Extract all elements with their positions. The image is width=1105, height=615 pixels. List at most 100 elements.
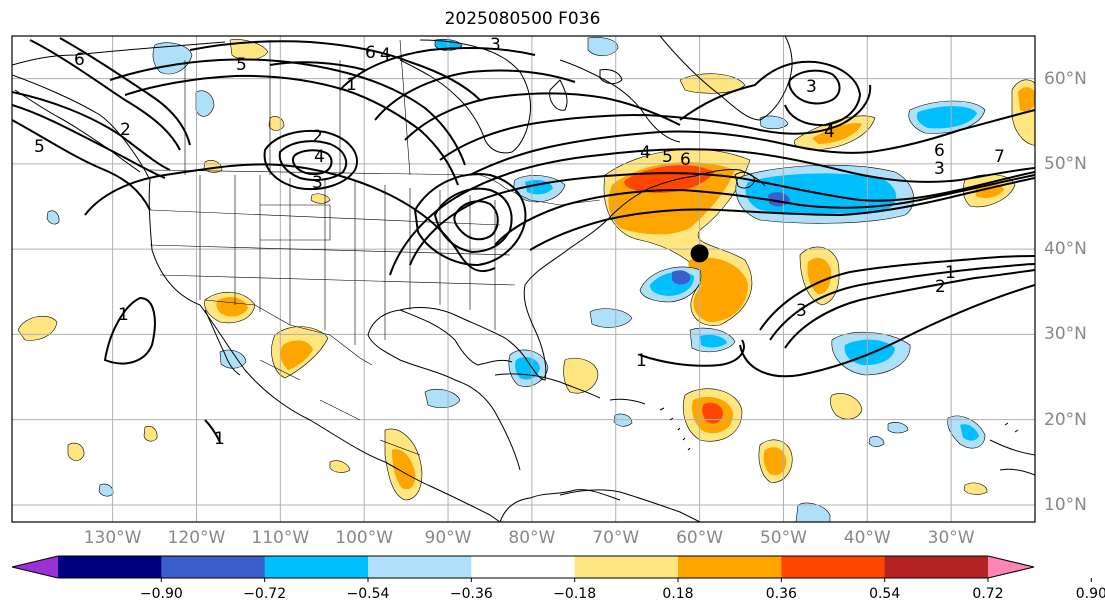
contour-line: [12, 119, 151, 211]
contour-line: [189, 40, 481, 101]
contour-line: [409, 171, 1035, 266]
shade-pos: [963, 482, 988, 495]
contour-line: [759, 255, 1035, 331]
contour-label: 2: [935, 277, 946, 297]
contour-line: [59, 37, 191, 146]
contour-label: 6: [680, 150, 691, 170]
shade-pos: [229, 39, 269, 61]
shade-neg: [589, 308, 633, 328]
colorbar-tick-label: −0.90: [139, 586, 183, 602]
colorbar-segment: [58, 556, 162, 578]
longitude-label: 130°W: [83, 528, 142, 548]
coastline-europe-africa: [989, 439, 1035, 476]
shade-neg: [795, 502, 831, 522]
longitude-label: 110°W: [251, 528, 310, 548]
shade-neg: [887, 422, 909, 434]
us-canada-border: [149, 169, 601, 206]
longitude-label: 60°W: [676, 528, 724, 548]
contour-line: [769, 263, 1035, 341]
shade-pos: [624, 165, 715, 193]
colorbar-tick-label: −0.54: [346, 586, 390, 602]
contour-line: [469, 109, 1035, 176]
coastline-north-america-west: [12, 74, 501, 522]
shade-pos: [392, 449, 416, 490]
shade-pos: [67, 442, 85, 461]
shade-pos: [812, 122, 862, 144]
longitude-label: 80°W: [508, 528, 556, 548]
colorbar-tick-label: 0.90: [1075, 586, 1105, 602]
colorbar-tick-label: 0.54: [869, 586, 901, 602]
contour-line: [263, 129, 358, 191]
colorbar-segment: [678, 556, 782, 578]
contour-line: [784, 269, 1035, 349]
shade-pos: [17, 315, 58, 341]
shade-pos: [702, 402, 724, 424]
contour-label: 1: [346, 75, 357, 95]
contour-line: [453, 200, 499, 241]
colorbar-outline: [11, 555, 1035, 579]
contour-label: 6: [365, 43, 376, 63]
shade-neg: [868, 436, 885, 447]
colorbar-tick-label: 0.72: [972, 586, 1004, 602]
longitude-label: 70°W: [592, 528, 640, 548]
coastline-south-america: [559, 489, 701, 522]
coastline-gulf: [399, 309, 513, 366]
contour-label: 1: [945, 263, 956, 283]
contour-line: [291, 149, 333, 176]
map-border: [11, 35, 1036, 523]
us-mexico-border: [204, 299, 373, 366]
contour-line: [84, 163, 496, 273]
latitude-label: 30°N: [1044, 324, 1087, 345]
contour-line: [494, 174, 1035, 246]
coastline-ne-canada-islands: [549, 69, 623, 111]
colorbar-tick-label: 0.18: [662, 586, 694, 602]
contour-label: 5: [662, 147, 673, 167]
contour-label: 2: [312, 127, 323, 147]
contour-label: 5: [236, 55, 247, 75]
shade-neg: [587, 37, 619, 57]
longitude-label: 100°W: [335, 528, 394, 548]
shade-pos: [329, 460, 351, 473]
shade-pos: [763, 447, 787, 476]
contour-line: [278, 140, 348, 181]
colorbar-tick-label: 0.36: [765, 586, 797, 602]
shade-neg: [424, 388, 461, 409]
political-borders: [149, 39, 601, 456]
contour-label: 3: [312, 173, 323, 193]
coastline-north-america-east: [367, 169, 766, 522]
contour-label: 1: [214, 429, 225, 449]
contour-label: 3: [806, 77, 817, 97]
contour-label: 3: [796, 301, 807, 321]
contour-label: 2: [120, 120, 131, 140]
contour-label-group: 6 5 6 4 3 2 1 2 4 3 1 4 5 6 6 7 3 4 3 5 …: [34, 35, 1005, 449]
colorbar-segment: [574, 556, 679, 578]
latitude-label: 50°N: [1044, 153, 1087, 174]
coastline-cape-verde: [1004, 422, 1019, 433]
longitude-label: 30°W: [927, 528, 975, 548]
contour-line: [788, 69, 841, 105]
coastlines: [12, 36, 1035, 522]
coastline-alaska: [14, 89, 141, 173]
longitude-label: 40°W: [843, 528, 891, 548]
colorbar-extend-max: [988, 556, 1034, 578]
state-borders: [149, 175, 516, 345]
contour-line: [12, 104, 166, 179]
contour-label: 6: [934, 141, 945, 161]
shade-pos: [310, 193, 331, 204]
shade-pos: [688, 257, 748, 322]
contour-line: [404, 92, 681, 141]
shade-neg: [960, 424, 979, 441]
anomaly-shading: [17, 37, 1035, 522]
shade-neg: [219, 349, 247, 369]
longitude-label: 90°W: [424, 528, 472, 548]
shade-pos: [280, 340, 313, 370]
longitude-label: 50°W: [759, 528, 807, 548]
colorbar-segment: [884, 556, 989, 578]
contour-label: 4: [380, 45, 391, 65]
colorbar-segment: [368, 556, 472, 578]
contour-line: [12, 91, 171, 171]
colorbar-segment: [471, 556, 576, 578]
colorbar-tick-label: −0.36: [449, 586, 493, 602]
contour-line: [639, 339, 745, 367]
